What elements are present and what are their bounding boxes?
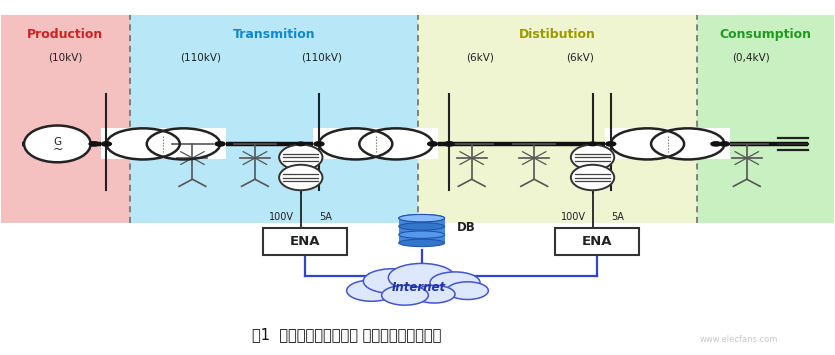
Circle shape: [589, 142, 597, 146]
Bar: [696, 15, 834, 223]
Text: 图1  带有电能质量监控功 能的电能传输示意图: 图1 带有电能质量监控功 能的电能传输示意图: [252, 327, 442, 342]
Ellipse shape: [399, 223, 444, 230]
Text: Transmition: Transmition: [232, 28, 315, 41]
Circle shape: [101, 142, 111, 146]
Ellipse shape: [279, 165, 322, 190]
Ellipse shape: [399, 239, 444, 247]
Text: ~: ~: [52, 143, 63, 156]
Text: 100V: 100V: [269, 212, 294, 223]
Ellipse shape: [399, 214, 444, 222]
Text: (110kV): (110kV): [180, 52, 221, 62]
Ellipse shape: [399, 214, 444, 222]
Circle shape: [413, 285, 455, 303]
Bar: [399, 218, 444, 243]
Text: Production: Production: [28, 28, 104, 41]
Bar: [130, 15, 417, 223]
FancyBboxPatch shape: [263, 228, 347, 255]
Circle shape: [428, 142, 438, 146]
Text: ENA: ENA: [290, 235, 320, 248]
Ellipse shape: [571, 165, 615, 190]
Text: (10kV): (10kV): [48, 52, 83, 62]
Text: www.elecfans.com: www.elecfans.com: [699, 335, 777, 344]
Ellipse shape: [24, 126, 91, 162]
Circle shape: [447, 282, 488, 300]
Circle shape: [347, 280, 397, 301]
Circle shape: [215, 142, 225, 146]
Text: (0,4kV): (0,4kV): [732, 52, 770, 62]
Text: (6kV): (6kV): [466, 52, 494, 62]
Circle shape: [363, 269, 422, 294]
Text: G: G: [53, 137, 62, 147]
Circle shape: [89, 142, 99, 146]
Circle shape: [720, 142, 730, 146]
Bar: [313, 129, 438, 159]
Circle shape: [314, 142, 324, 146]
Ellipse shape: [399, 231, 444, 238]
Circle shape: [430, 272, 480, 293]
Text: 100V: 100V: [561, 212, 586, 223]
Circle shape: [605, 142, 615, 146]
Circle shape: [388, 263, 455, 292]
Text: Distibution: Distibution: [519, 28, 595, 41]
Text: (6kV): (6kV): [566, 52, 594, 62]
Ellipse shape: [279, 144, 322, 170]
Text: Consumption: Consumption: [720, 28, 812, 41]
Bar: [605, 129, 730, 159]
Text: 5A: 5A: [611, 212, 624, 223]
Bar: [101, 129, 225, 159]
Ellipse shape: [571, 144, 615, 170]
Text: Internet: Internet: [392, 280, 446, 294]
Text: ENA: ENA: [581, 235, 612, 248]
Bar: [418, 15, 696, 223]
Text: DB: DB: [457, 220, 476, 234]
Circle shape: [444, 142, 454, 146]
Text: 5A: 5A: [319, 212, 332, 223]
Text: (110kV): (110kV): [301, 52, 342, 62]
Circle shape: [296, 142, 305, 146]
FancyBboxPatch shape: [554, 228, 639, 255]
Bar: [1, 15, 130, 223]
Circle shape: [382, 285, 428, 305]
Circle shape: [711, 142, 721, 146]
